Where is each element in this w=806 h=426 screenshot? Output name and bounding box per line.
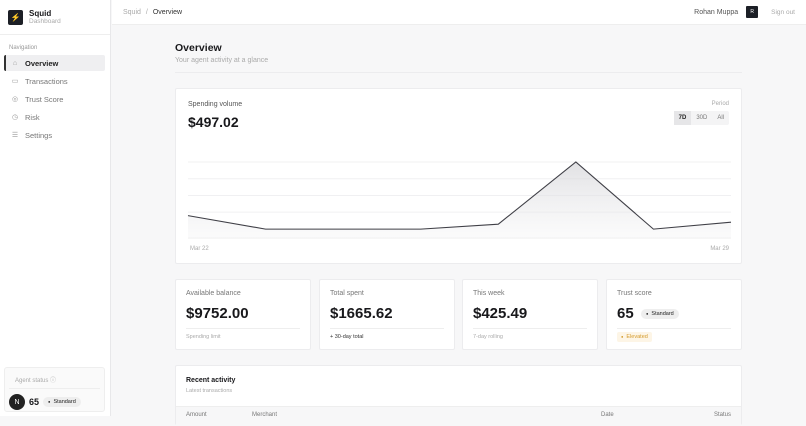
card-icon: ▭ xyxy=(11,77,19,85)
period-selector: 7D 30D All xyxy=(674,111,729,125)
stat-footer: 7-day rolling xyxy=(473,334,503,340)
breadcrumb-root[interactable]: Squid xyxy=(123,9,141,16)
sidebar-item-label: Trust Score xyxy=(25,95,63,104)
stat-total-spent: Total spent $1665.62 + 30-day total xyxy=(319,279,455,350)
page-subtitle: Your agent activity at a glance xyxy=(175,57,268,64)
sidebar-item-trust-score[interactable]: ◎ Trust Score xyxy=(4,91,105,107)
chart-total: $497.02 xyxy=(188,114,239,130)
recent-activity-card: Recent activity Latest transactions Amou… xyxy=(175,365,742,425)
user-name: Rohan Muppa xyxy=(694,9,738,16)
agent-score: 65 xyxy=(29,397,39,407)
sidebar-item-label: Transactions xyxy=(25,77,68,86)
bolt-logo-icon: ⚡ xyxy=(8,10,23,25)
table-header: Amount Merchant Date Status xyxy=(176,406,741,426)
period-7d-button[interactable]: 7D xyxy=(674,111,692,125)
spending-chart-card: Mar 22 Mar 29 Spending volume $497.02 Per… xyxy=(175,88,742,264)
sidebar-item-settings[interactable]: ☰ Settings xyxy=(4,127,105,143)
home-icon: ⌂ xyxy=(11,60,19,67)
stat-available-balance: Available balance $9752.00 Spending limi… xyxy=(175,279,311,350)
stat-this-week: This week $425.49 7-day rolling xyxy=(462,279,598,350)
col-merchant[interactable]: Merchant xyxy=(252,412,277,418)
breadcrumb-separator: / xyxy=(146,9,148,16)
sliders-icon: ☰ xyxy=(11,131,19,139)
sidebar-item-label: Overview xyxy=(25,59,58,68)
period-label: Period xyxy=(712,101,729,107)
risk-badge: Elevated xyxy=(617,332,652,342)
col-status[interactable]: Status xyxy=(714,412,731,418)
info-icon[interactable]: ⓘ xyxy=(50,378,56,384)
avatar[interactable]: N xyxy=(9,394,25,410)
alert-icon: ◷ xyxy=(11,113,19,121)
recent-title: Recent activity xyxy=(186,377,235,384)
stat-label: This week xyxy=(473,290,505,297)
stat-value: 65 xyxy=(617,305,634,322)
chart-label: Spending volume xyxy=(188,101,242,108)
sidebar-item-label: Risk xyxy=(25,113,40,122)
divider xyxy=(175,72,742,73)
sidebar-item-risk[interactable]: ◷ Risk xyxy=(4,109,105,125)
stat-footer: + 30-day total xyxy=(330,334,363,340)
nav-label: Navigation xyxy=(0,35,110,55)
sidebar-item-label: Settings xyxy=(25,131,52,140)
stat-footer: Spending limit xyxy=(186,334,221,340)
x-tick-label: Mar 29 xyxy=(710,246,729,252)
spending-chart: Mar 22 Mar 29 xyxy=(176,89,743,265)
stat-value: $425.49 xyxy=(473,305,527,322)
col-amount[interactable]: Amount xyxy=(186,412,207,418)
period-all-button[interactable]: All xyxy=(712,111,729,125)
sign-out-link[interactable]: Sign out xyxy=(771,9,795,16)
tier-badge: Standard xyxy=(43,397,81,407)
sidebar-item-overview[interactable]: ⌂ Overview xyxy=(4,55,105,71)
period-30d-button[interactable]: 30D xyxy=(691,111,712,125)
x-tick-label: Mar 22 xyxy=(190,246,209,252)
user-avatar[interactable]: R xyxy=(746,6,758,18)
stat-value: $9752.00 xyxy=(186,305,249,322)
sidebar-item-transactions[interactable]: ▭ Transactions xyxy=(4,73,105,89)
stat-label: Total spent xyxy=(330,290,364,297)
brand-name: Squid xyxy=(29,9,61,18)
stat-trust-score: Trust score 65 Standard Elevated xyxy=(606,279,742,350)
badge-icon: ◎ xyxy=(11,95,19,103)
stat-value: $1665.62 xyxy=(330,305,393,322)
stat-label: Trust score xyxy=(617,290,652,297)
top-bar: Squid / Overview Rohan Muppa R Sign out xyxy=(112,0,806,25)
breadcrumb-current: Overview xyxy=(153,9,182,16)
page-title: Overview xyxy=(175,42,222,54)
brand-sub: Dashboard xyxy=(29,18,61,25)
stat-label: Available balance xyxy=(186,290,241,297)
tier-badge: Standard xyxy=(641,309,679,319)
recent-subtitle: Latest transactions xyxy=(186,388,232,394)
agent-status-label: Agent status xyxy=(15,378,48,384)
agent-status-panel: Agent status ⓘ N 65 Standard xyxy=(4,367,105,412)
col-date[interactable]: Date xyxy=(601,412,614,418)
